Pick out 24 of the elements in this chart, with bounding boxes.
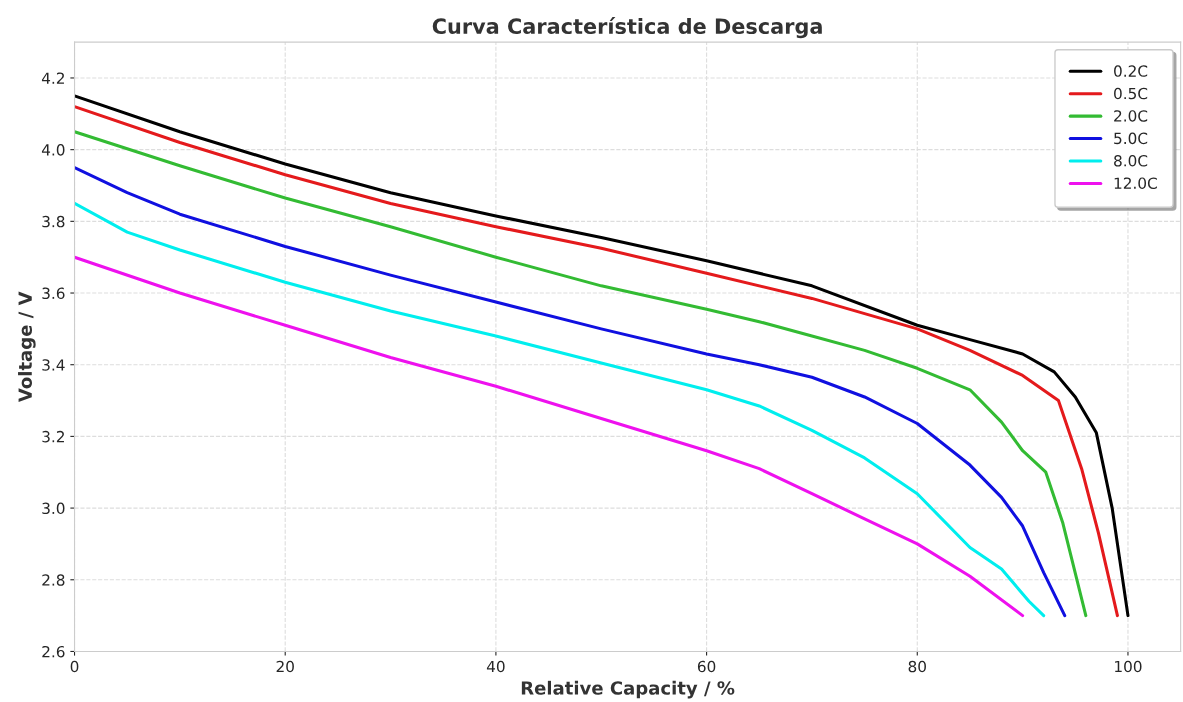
legend-label: 12.0C	[1114, 177, 1157, 189]
y-tick-label: 2.6	[42, 645, 65, 658]
x-tick-label: 0	[70, 660, 79, 673]
y-tick-label: 3.6	[42, 287, 65, 300]
x-tick-label: 20	[276, 660, 294, 673]
x-axis-title: Relative Capacity / %	[521, 680, 735, 699]
y-tick-label: 3.4	[42, 359, 65, 371]
x-tick-label: 80	[908, 660, 926, 673]
x-tick-label: 60	[697, 660, 716, 673]
legend-label: 0.5C	[1114, 87, 1148, 100]
x-tick-label: 100	[1115, 660, 1142, 673]
y-tick-label: 3.0	[42, 502, 65, 515]
legend-label: 8.0C	[1114, 155, 1148, 167]
y-tick-label: 2.8	[42, 574, 65, 586]
y-tick-label: 4.0	[41, 144, 65, 156]
chart-title: Curva Característica de Descarga	[432, 17, 822, 39]
legend-label: 2.0C	[1114, 110, 1148, 122]
y-tick-label: 3.2	[42, 430, 64, 443]
y-tick-label: 3.8	[42, 215, 65, 228]
y-tick-label: 4.2	[41, 72, 64, 84]
y-axis-title: Voltage / V	[18, 291, 36, 403]
x-tick-label: 40	[486, 660, 505, 673]
legend-label: 0.2C	[1114, 65, 1148, 77]
legend-label: 5.0C	[1114, 132, 1148, 145]
